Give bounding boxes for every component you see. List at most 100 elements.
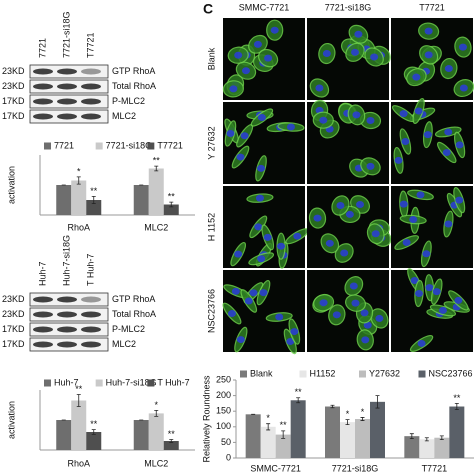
bar	[163, 204, 179, 215]
x-tick-label: 7721-si18G	[332, 463, 379, 473]
bar	[325, 406, 340, 458]
nucleus	[455, 141, 464, 149]
y-tick-label: 0	[226, 452, 231, 462]
error-bar	[91, 196, 96, 204]
size-label: 17KD	[2, 96, 25, 106]
y-tick-label: 150	[216, 406, 231, 416]
blot-band	[57, 68, 77, 75]
bar	[449, 406, 465, 458]
y-tick-label: 100	[216, 421, 231, 431]
legend-label: 7721	[54, 140, 74, 150]
blot-band	[81, 326, 101, 333]
nucleus	[325, 239, 334, 247]
error-bar	[409, 433, 414, 440]
lane-label: Huh-7-si18G	[61, 235, 71, 286]
nucleus	[425, 284, 434, 292]
x-tick-label: MLC2	[144, 222, 168, 232]
nucleus	[412, 73, 421, 81]
nucleus	[454, 296, 463, 304]
nucleus	[366, 162, 375, 170]
nucleus	[415, 290, 424, 298]
nucleus	[234, 51, 243, 59]
blot-band	[33, 296, 53, 303]
blot-band	[33, 113, 53, 120]
nucleus	[399, 200, 408, 208]
bar	[71, 400, 87, 450]
error-bar	[76, 176, 81, 185]
row-header: Blank	[206, 47, 216, 70]
nucleus	[227, 310, 236, 318]
nucleus	[275, 313, 284, 321]
row-label: P-MLC2	[112, 324, 145, 334]
panel-label: C	[203, 1, 213, 17]
row-label: P-MLC2	[112, 96, 145, 106]
bar	[133, 420, 149, 450]
significance: *	[154, 400, 158, 410]
bar	[148, 413, 164, 450]
blot-band	[57, 83, 77, 90]
lane-label: 7721	[37, 38, 47, 58]
bar	[133, 185, 149, 215]
legend-label: Huh-7	[54, 377, 79, 387]
nucleus	[351, 299, 360, 307]
row-header: H 1152	[206, 213, 216, 241]
nucleus	[255, 194, 264, 202]
nucleus	[229, 85, 238, 93]
legend-swatch	[418, 370, 426, 378]
error-bar	[169, 439, 174, 443]
blot-band	[57, 326, 77, 333]
nucleus	[356, 200, 365, 208]
blot-band	[81, 113, 101, 120]
significance: **	[453, 393, 461, 403]
nucleus	[442, 148, 451, 156]
nucleus	[345, 210, 354, 218]
lane-label: Huh-7	[37, 261, 47, 286]
bar	[340, 422, 355, 458]
blot-band	[33, 98, 53, 105]
nucleus	[236, 153, 245, 161]
blot-band	[57, 341, 77, 348]
blot-band	[57, 311, 77, 318]
nucleus	[313, 214, 322, 222]
x-tick-label: SMMC-7721	[250, 463, 301, 473]
legend-label: Y27632	[369, 368, 400, 378]
nucleus	[417, 339, 426, 347]
significance: *	[77, 166, 81, 176]
significance: **	[153, 155, 161, 165]
y-axis-label: Relatively Roundness	[201, 375, 211, 463]
nucleus	[264, 54, 273, 62]
row-label: Total RhoA	[112, 81, 156, 91]
nucleus	[354, 30, 363, 38]
blot-band	[81, 68, 101, 75]
blot-band	[81, 83, 101, 90]
nucleus	[234, 250, 243, 258]
legend-label: T Huh-7	[157, 377, 189, 387]
blot-band	[33, 326, 53, 333]
legend-swatch	[44, 379, 51, 387]
error-bar	[91, 429, 96, 435]
error-bar	[296, 397, 301, 404]
nucleus	[459, 84, 468, 92]
y-tick-label: 200	[216, 390, 231, 400]
blot-band	[33, 311, 53, 318]
error-bar	[154, 165, 159, 172]
nucleus	[423, 131, 432, 139]
nucleus	[290, 328, 299, 336]
nucleus	[253, 40, 262, 48]
size-label: 23KD	[2, 81, 25, 91]
nucleus	[409, 216, 418, 224]
size-label: 17KD	[2, 339, 25, 349]
error-bar	[330, 404, 335, 409]
legend-label: T7721	[157, 140, 183, 150]
significance: *	[266, 413, 270, 423]
row-header: Y 27632	[206, 126, 216, 159]
nucleus	[319, 116, 328, 124]
significance: **	[295, 387, 303, 397]
significance: **	[90, 419, 98, 429]
error-bar	[360, 417, 365, 421]
bar	[71, 180, 87, 215]
blot-band	[33, 68, 53, 75]
nucleus	[315, 84, 324, 92]
size-label: 23KD	[2, 294, 25, 304]
